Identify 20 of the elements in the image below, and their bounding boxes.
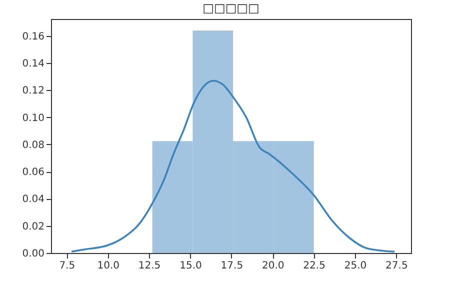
- x-tick-label: 27.5: [386, 260, 408, 272]
- y-tick-label: 0.02: [22, 221, 44, 232]
- y-tick-label: 0.14: [22, 58, 44, 70]
- y-tick-label: 0.06: [22, 167, 44, 178]
- y-tick-label: 0.08: [22, 140, 44, 151]
- x-tick-label: 22.5: [303, 260, 326, 272]
- x-tick-label: 17.5: [220, 260, 244, 272]
- y-tick-label: 0.10: [22, 112, 44, 124]
- x-tick-label: 10.0: [97, 260, 120, 272]
- x-tick-label: 25.0: [344, 260, 367, 272]
- line-series: [70, 80, 396, 253]
- chart-title: □□□□□: [202, 1, 260, 15]
- x-tick-label: 12.5: [138, 260, 161, 272]
- x-tick-label: 20.0: [262, 260, 284, 272]
- y-tick-label: 0.16: [22, 31, 44, 42]
- x-tick-label: 7.5: [59, 260, 76, 272]
- y-tick-label: 0.12: [22, 86, 44, 97]
- y-tick-label: 0.04: [22, 194, 44, 206]
- x-tick-label: 15.0: [180, 260, 202, 272]
- y-tick-label: 0.00: [22, 248, 44, 260]
